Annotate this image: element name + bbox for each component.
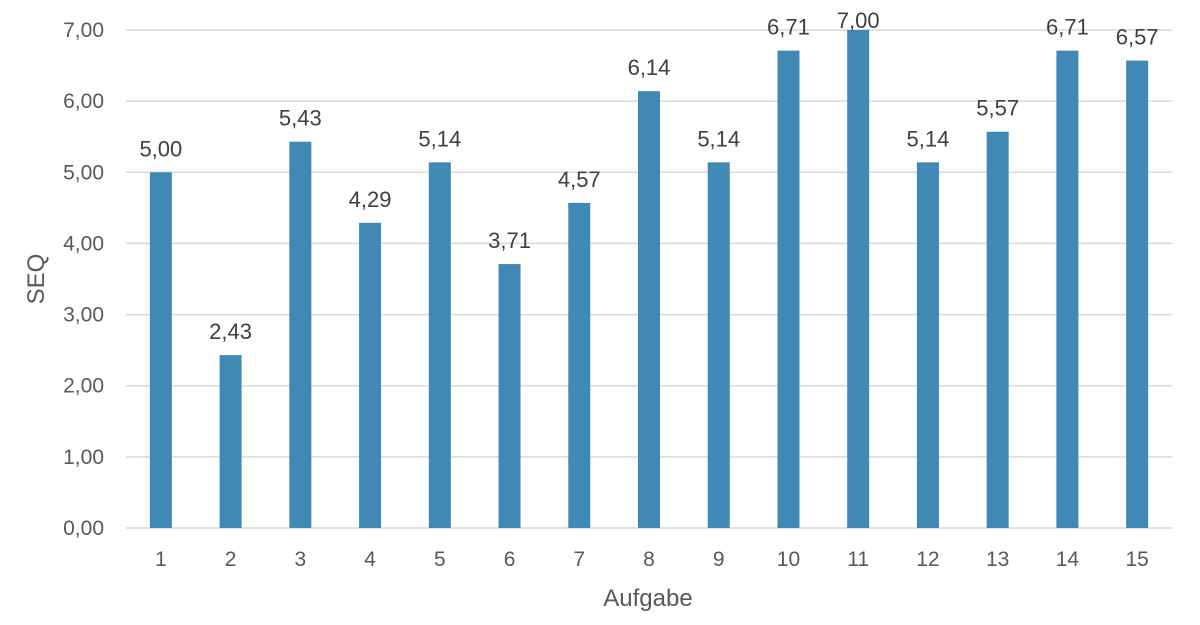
bar	[1126, 60, 1149, 528]
bar	[986, 131, 1009, 528]
x-tick-label: 1	[155, 548, 167, 571]
x-tick-label: 2	[225, 548, 237, 571]
x-tick-label: 4	[364, 548, 376, 571]
data-label: 5,14	[907, 126, 950, 151]
x-tick-label: 3	[294, 548, 306, 571]
x-tick-label: 15	[1125, 548, 1148, 571]
x-axis-ticks: 1 2 3 4 5 6 7 8 9 10 11 12 13 14 15	[155, 548, 1149, 571]
bar	[149, 172, 172, 529]
bar	[847, 30, 870, 528]
bar	[1056, 50, 1079, 528]
bar	[498, 264, 521, 528]
data-label: 5,14	[697, 126, 740, 151]
y-tick-label: 1,00	[63, 446, 104, 469]
data-label: 4,29	[349, 187, 392, 212]
y-tick-label: 7,00	[63, 19, 104, 42]
bar	[707, 162, 730, 528]
x-tick-label: 8	[643, 548, 655, 571]
y-tick-label: 5,00	[63, 161, 104, 184]
data-label: 5,00	[139, 136, 182, 161]
bar	[359, 222, 382, 528]
x-tick-label: 12	[916, 548, 939, 571]
y-tick-label: 3,00	[63, 304, 104, 327]
data-label: 6,57	[1116, 25, 1159, 50]
bars	[149, 30, 1149, 529]
y-tick-label: 6,00	[63, 90, 104, 113]
x-tick-label: 10	[777, 548, 800, 571]
x-tick-label: 9	[713, 548, 725, 571]
data-label: 4,57	[558, 167, 601, 192]
data-label: 6,71	[1046, 15, 1089, 40]
bar	[289, 141, 312, 529]
y-axis-ticks: 0,00 1,00 2,00 3,00 4,00 5,00 6,00 7,00	[63, 19, 104, 540]
x-tick-label: 6	[504, 548, 516, 571]
bar	[568, 202, 591, 528]
data-label: 7,00	[837, 8, 880, 33]
data-label: 5,57	[976, 96, 1019, 121]
data-label: 6,71	[767, 15, 810, 40]
data-label: 2,43	[209, 319, 252, 344]
bar	[219, 355, 242, 528]
bar	[428, 162, 451, 528]
bar	[916, 162, 939, 528]
bar	[638, 91, 660, 528]
data-labels: 5,00 2,43 5,43 4,29 5,14 3,71 4,57 6,14 5,14 6,71…	[139, 8, 1158, 344]
x-axis-title: Aufgabe	[603, 585, 692, 612]
x-tick-label: 11	[847, 548, 869, 571]
y-tick-label: 0,00	[63, 517, 104, 540]
x-tick-label: 14	[1056, 548, 1080, 571]
y-axis-title: SEQ	[23, 254, 50, 305]
data-label: 5,14	[418, 126, 461, 151]
x-tick-label: 7	[573, 548, 585, 571]
data-label: 3,71	[488, 228, 531, 253]
y-tick-label: 2,00	[63, 375, 104, 398]
x-tick-label: 13	[986, 548, 1009, 571]
data-label: 5,43	[279, 106, 322, 131]
bar	[777, 50, 800, 528]
data-label: 6,14	[628, 55, 671, 80]
x-tick-label: 5	[434, 548, 446, 571]
y-tick-label: 4,00	[63, 232, 104, 255]
